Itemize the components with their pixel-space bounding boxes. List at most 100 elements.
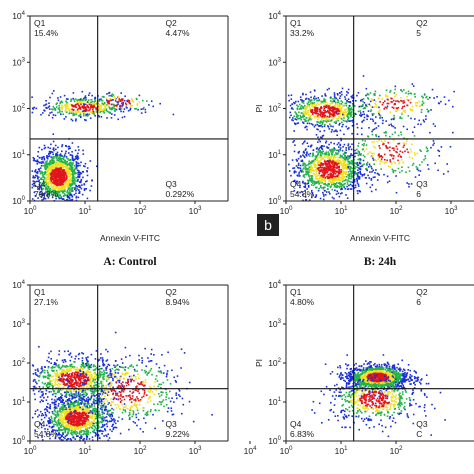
event-dot — [301, 100, 303, 103]
event-dot — [131, 100, 133, 102]
event-dot — [42, 198, 45, 201]
event-dot — [67, 180, 69, 183]
event-dot — [340, 185, 343, 188]
event-dot — [48, 114, 50, 117]
event-dot — [39, 181, 42, 184]
event-dot — [68, 413, 70, 415]
event-dot — [77, 170, 80, 172]
event-dot — [321, 107, 323, 109]
event-dot — [416, 168, 418, 170]
event-dot — [342, 158, 344, 161]
event-dot — [341, 187, 343, 190]
event-dot — [297, 115, 299, 117]
event-dot — [100, 104, 103, 107]
event-dot — [322, 117, 324, 120]
event-dot — [69, 406, 71, 408]
event-dot — [76, 432, 79, 435]
event-dot — [336, 93, 339, 95]
event-dot — [375, 159, 377, 162]
event-dot — [67, 106, 69, 108]
event-dot — [328, 167, 330, 169]
event-dot — [324, 93, 326, 95]
event-dot — [43, 147, 46, 150]
event-dot — [33, 185, 35, 187]
event-dot — [77, 435, 79, 437]
event-dot — [339, 129, 342, 132]
quadrant-name: Q3 — [416, 179, 428, 189]
event-dot — [75, 180, 77, 182]
event-dot — [41, 199, 43, 201]
event-dot — [74, 427, 76, 429]
event-dot — [70, 163, 73, 165]
event-dot — [69, 193, 71, 195]
event-dot — [316, 158, 318, 160]
event-dot — [418, 100, 421, 103]
event-dot — [343, 151, 346, 154]
event-dot — [325, 95, 327, 97]
event-dot — [350, 114, 352, 117]
event-dot — [369, 104, 372, 107]
event-dot — [71, 195, 74, 198]
event-dot — [314, 115, 317, 118]
event-dot — [409, 108, 412, 110]
event-dot — [110, 94, 112, 97]
event-dot — [362, 75, 365, 77]
event-dot — [397, 134, 400, 137]
event-dot — [58, 174, 61, 177]
event-dot — [381, 116, 383, 119]
event-dot — [82, 438, 85, 441]
event-dot — [332, 110, 335, 112]
event-dot — [356, 161, 359, 164]
event-dot — [337, 113, 339, 115]
event-dot — [398, 101, 400, 103]
event-dot — [393, 155, 395, 157]
event-dot — [375, 104, 377, 106]
event-dot — [293, 150, 296, 153]
event-dot — [405, 92, 407, 94]
event-dot — [83, 395, 86, 398]
event-dot — [306, 172, 309, 175]
event-dot — [86, 104, 89, 107]
event-dot — [332, 174, 335, 176]
event-dot — [51, 402, 54, 404]
event-dot — [63, 169, 65, 172]
event-dot — [60, 163, 63, 166]
event-dot — [325, 141, 327, 144]
event-dot — [301, 112, 304, 115]
event-dot — [96, 101, 98, 104]
event-dot — [300, 118, 302, 121]
event-dot — [371, 118, 374, 121]
event-dot — [436, 96, 438, 98]
event-dot — [360, 127, 363, 130]
event-dot — [84, 99, 86, 102]
event-dot — [64, 177, 66, 180]
event-dot — [49, 437, 51, 440]
event-dot — [70, 99, 73, 101]
event-dot — [310, 114, 313, 117]
event-dot — [37, 436, 39, 439]
event-dot — [373, 140, 375, 143]
event-dot — [370, 179, 373, 181]
event-dot — [34, 176, 36, 179]
event-dot — [337, 157, 339, 159]
event-dot — [62, 406, 64, 409]
event-dot — [85, 412, 87, 415]
event-dot — [109, 415, 111, 418]
event-dot — [71, 162, 74, 165]
event-dot — [363, 174, 365, 176]
event-dot — [75, 185, 77, 188]
event-dot — [345, 156, 348, 159]
event-dot — [328, 180, 331, 182]
event-dot — [362, 104, 364, 106]
event-dot — [319, 130, 321, 133]
event-dot — [54, 188, 56, 191]
event-dot — [323, 195, 325, 197]
event-dot — [60, 439, 63, 441]
event-dot — [385, 89, 388, 91]
event-dot — [331, 168, 334, 170]
event-dot — [146, 100, 148, 102]
event-dot — [319, 176, 321, 179]
event-dot — [89, 398, 92, 401]
event-dot — [349, 172, 352, 175]
event-dot — [104, 104, 106, 106]
